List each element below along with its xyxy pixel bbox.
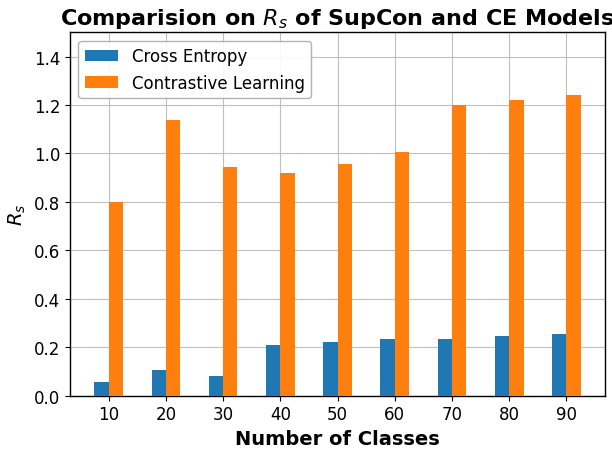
Bar bbox=[495, 337, 509, 396]
Bar bbox=[209, 377, 223, 396]
Bar bbox=[323, 343, 338, 396]
Bar bbox=[152, 370, 166, 396]
Bar bbox=[223, 167, 237, 396]
Bar bbox=[94, 383, 109, 396]
Bar bbox=[509, 101, 523, 396]
Bar bbox=[381, 339, 395, 396]
Bar bbox=[266, 345, 280, 396]
Bar bbox=[452, 106, 466, 396]
Bar bbox=[395, 153, 409, 396]
Bar bbox=[567, 96, 581, 396]
Bar bbox=[438, 339, 452, 396]
Bar bbox=[280, 173, 294, 396]
Title: Comparision on $R_s$ of SupCon and CE Models: Comparision on $R_s$ of SupCon and CE Mo… bbox=[60, 7, 612, 31]
Bar bbox=[109, 202, 123, 396]
X-axis label: Number of Classes: Number of Classes bbox=[235, 429, 440, 448]
Bar bbox=[166, 120, 180, 396]
Legend: Cross Entropy, Contrastive Learning: Cross Entropy, Contrastive Learning bbox=[78, 41, 312, 99]
Bar bbox=[552, 335, 567, 396]
Y-axis label: $R_s$: $R_s$ bbox=[7, 203, 28, 226]
Bar bbox=[338, 165, 352, 396]
